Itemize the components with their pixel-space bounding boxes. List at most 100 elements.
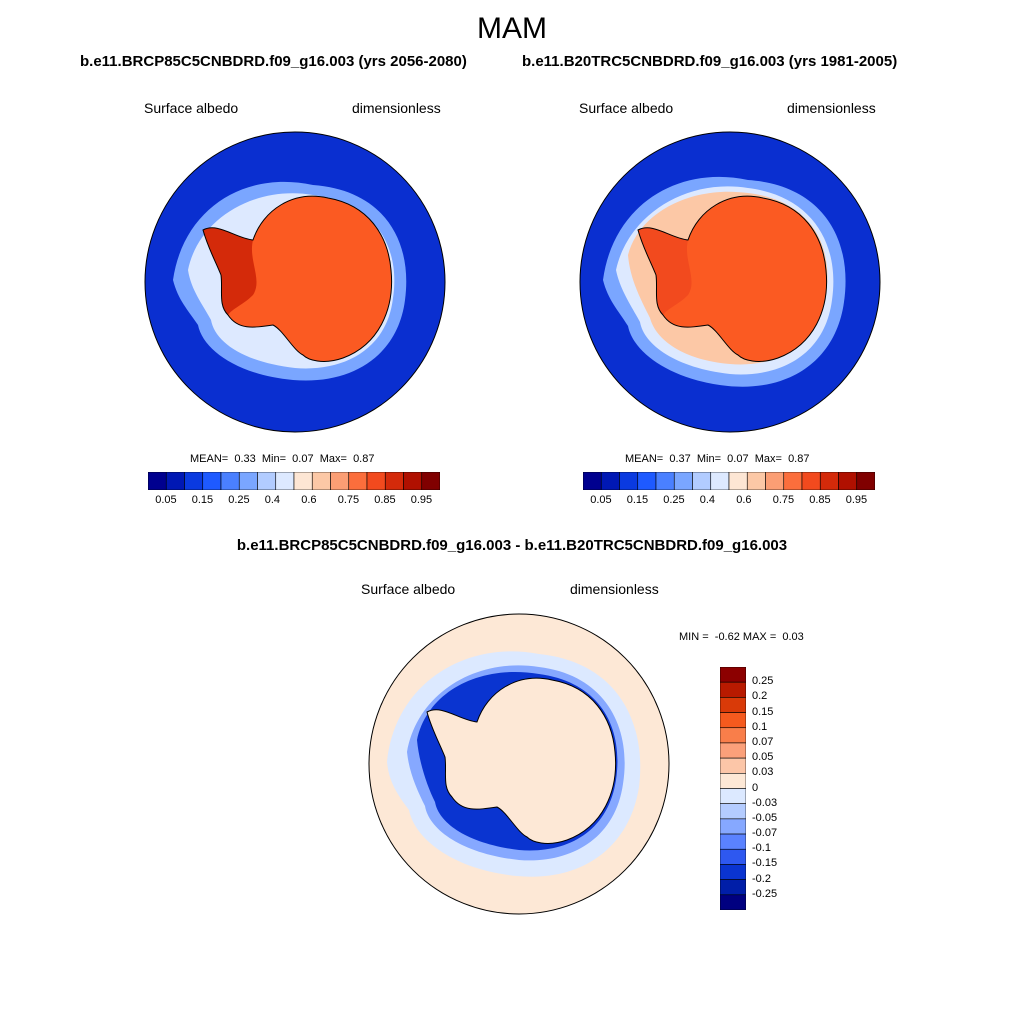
panel1-min-value: 0.07 [292,453,314,465]
panel1-colorbar [148,472,440,490]
panel2-max-value: 0.87 [788,453,810,465]
diff-max-label: MAX = [742,631,777,643]
diff-antarctica [427,678,616,844]
panel2-antarctica [638,196,827,362]
panel2-colorbar-tick-label: 0.85 [809,494,831,506]
panel1-colorbar-cell [384,472,404,490]
diff-colorbar-cell [720,742,746,759]
diff-colorbar-tick-label: 0.07 [752,735,774,748]
diff-title: b.e11.BRCP85C5CNBDRD.f09_g16.003 - b.e11… [236,537,788,554]
panel2-min-value: 0.07 [727,453,749,465]
panel2-colorbar-cell [819,472,839,490]
diff-colorbar-cell [720,697,746,713]
diff-colorbar-cell [720,667,746,683]
diff-colorbar-tick-label: 0.15 [752,705,774,718]
panel1-units-label: dimensionless [352,100,441,116]
panel1-case-title: b.e11.BRCP85C5CNBDRD.f09_g16.003 (yrs 20… [80,53,467,70]
diff-colorbar-cell [720,773,746,789]
panel1-colorbar-cell [238,472,258,490]
panel2-colorbar-cell [600,472,620,490]
panel1-colorbar-tick-label: 0.05 [155,494,177,506]
panel2-colorbar-cell [692,472,712,490]
panel1-colorbar-cell [184,472,204,490]
panel2-coastline [637,195,828,362]
panel1-mean-label: MEAN= [190,453,229,465]
panel2-colorbar-tick-label: 0.25 [663,494,685,506]
panel2-colorbar-cell [783,472,803,490]
diff-colorbar-tick-label: -0.03 [752,796,778,809]
panel1-colorbar-tick-label: 0.85 [374,494,396,506]
panel2-mean-label: MEAN= [625,453,664,465]
panel2-colorbar-cell [673,472,693,490]
panel1-colorbar-ticks: 0.05 0.15 0.25 0.4 0.6 0.75 0.85 0.95 [148,494,440,508]
panel1-colorbar-cell [257,472,277,490]
diff-colorbar-cell [720,864,746,880]
panel2-colorbar-cell [583,472,602,490]
diff-colorbar-tick-label: 0.25 [752,675,774,688]
diff-colorbar-cell [720,894,746,910]
diff-colorbar-tick-label: -0.25 [752,887,778,900]
panel1-colorbar-cell [275,472,295,490]
panel2-colorbar-cell [801,472,821,490]
panel2-polar-map [579,131,881,433]
panel1-max-value: 0.87 [353,453,375,465]
diff-colorbar-tick-label: -0.05 [752,811,778,824]
panel2-colorbar-cell [728,472,748,490]
panel1-antarctica [203,196,392,362]
panel2-min-label: Min= [696,453,722,465]
diff-colorbar-tick-label: -0.15 [752,857,778,870]
panel1-colorbar-tick-label: 0.75 [337,494,360,506]
diff-colorbar-cell [720,833,746,850]
panel1-colorbar-cell [293,472,313,490]
panel2-colorbar-cell [746,472,766,490]
panel1-colorbar-cell [348,472,368,490]
diff-units-label: dimensionless [570,581,659,597]
panel1-colorbar-cell [202,472,222,490]
panel2-west-antarctica [638,227,692,315]
panel2-variable-label: Surface albedo [579,100,674,116]
panel1-colorbar-tick-label: 0.25 [228,494,250,506]
diff-min-label: MIN = [679,631,709,643]
panel2-colorbar-cell [619,472,639,490]
diff-colorbar-ticks: 0.25 0.2 0.15 0.1 0.07 0.05 0.03 0 -0.03 -0.05 -0.… [752,667,812,910]
panel2-colorbar-tick-label: 0.75 [772,494,795,506]
diff-colorbar-tick-label: -0.1 [752,842,771,855]
figure-title: MAM [477,12,547,45]
panel2-colorbar-tick-label: 0.6 [736,494,752,506]
diff-colorbar-cell [720,757,746,774]
panel2-colorbar-tick-label: 0.15 [626,494,649,506]
panel2-colorbar-cell [765,472,785,490]
panel1-colorbar-tick-label: 0.4 [264,494,281,506]
panel1-colorbar-cell [421,472,440,490]
panel1-mean-value: 0.33 [234,453,256,465]
diff-colorbar-tick-label: 0.05 [752,751,774,764]
diff-colorbar-tick-label: 0.1 [752,720,768,733]
diff-max-value: 0.03 [782,631,804,643]
panel2-colorbar-tick-label: 0.4 [699,494,716,506]
panel2-stats: MEAN= 0.37 Min= 0.07 Max= 0.87 [625,453,809,465]
diff-polar-map [368,613,670,915]
diff-colorbar-cell [720,788,746,804]
panel1-colorbar-tick-label: 0.15 [191,494,214,506]
panel2-colorbar-cell [838,472,858,490]
diff-colorbar-cell [720,818,746,835]
panel1-colorbar-cell [311,472,331,490]
diff-colorbar-tick-label: 0.2 [752,690,768,703]
panel1-polar-map [144,131,446,433]
panel1-west-antarctica [203,227,257,315]
diff-colorbar-cell [720,848,746,865]
panel2-colorbar-ticks: 0.05 0.15 0.25 0.4 0.6 0.75 0.85 0.95 [583,494,875,508]
panel2-mean-value: 0.37 [669,453,691,465]
panel2-colorbar-cell [637,472,657,490]
panel1-colorbar-cell [220,472,240,490]
diff-colorbar-cell [720,879,746,896]
diff-variable-label: Surface albedo [361,581,456,597]
diff-colorbar-tick-label: 0.03 [752,766,774,779]
panel1-colorbar-cell [165,472,185,490]
panel2-colorbar-cell [655,472,675,490]
panel2-max-label: Max= [754,453,782,465]
panel1-colorbar-cell [330,472,350,490]
panel1-colorbar-tick-label: 0.6 [301,494,317,506]
panel1-coastline [202,195,393,362]
diff-colorbar [720,667,746,910]
